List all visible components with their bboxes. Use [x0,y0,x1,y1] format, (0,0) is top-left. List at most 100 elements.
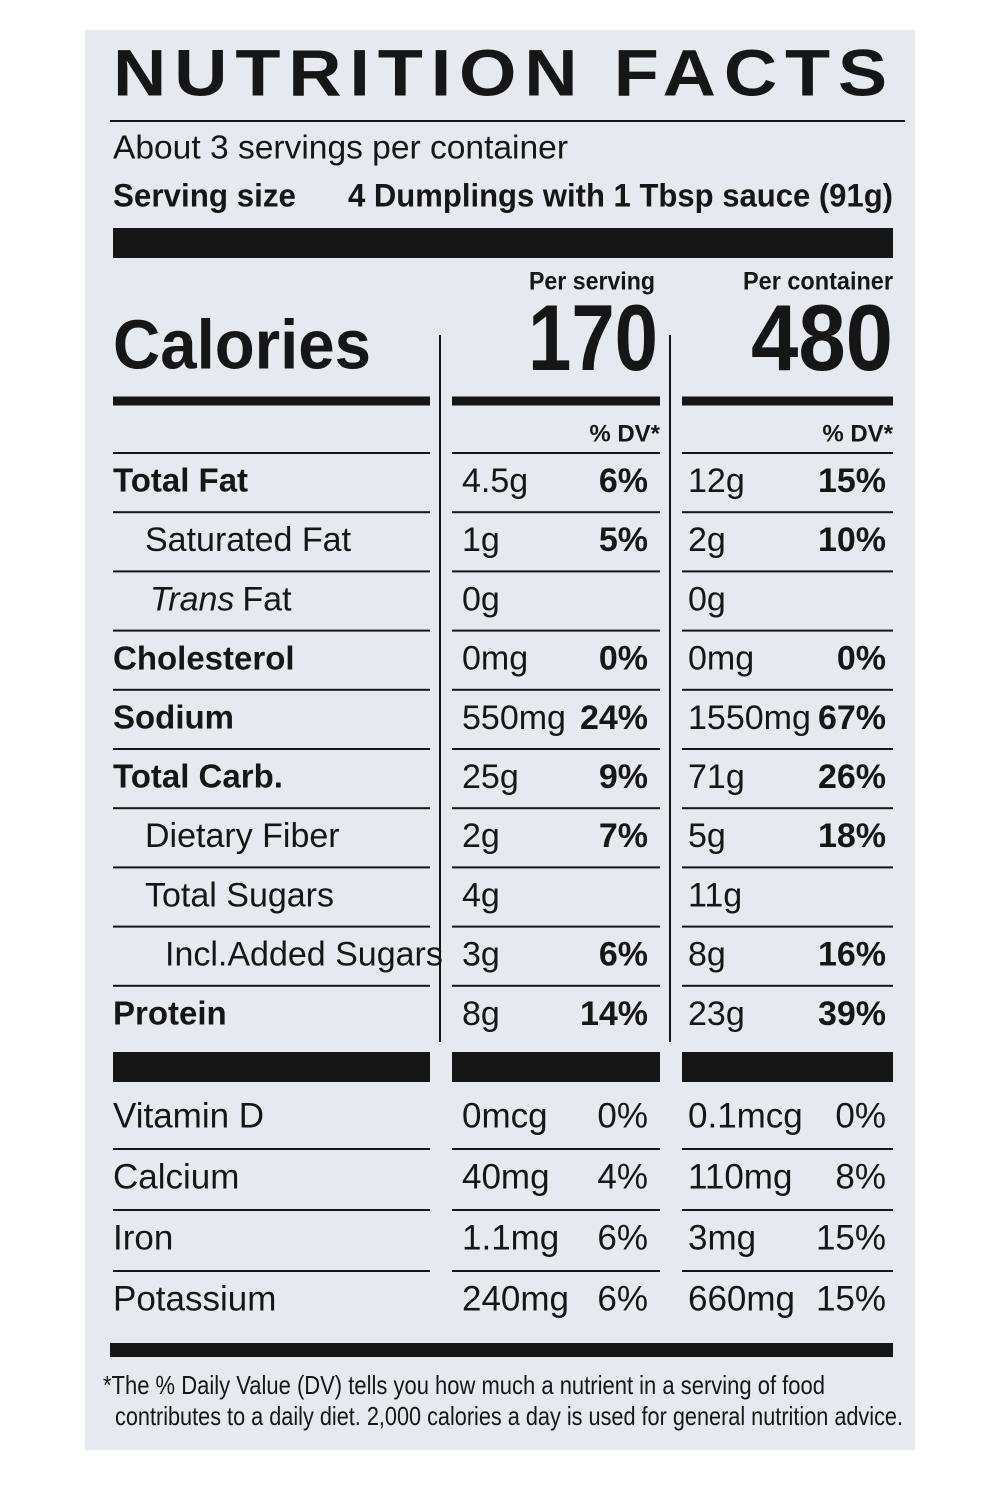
daily-value: 6% [597,1218,648,1257]
daily-value: 0% [599,640,648,678]
calories-value: 480 [751,285,893,390]
row-rule [452,984,660,987]
nutrient-label: Total Sugars [145,876,334,914]
row-rule [682,925,893,928]
amount: 25g [462,758,519,796]
amount: 40mg [462,1157,550,1196]
amount: 660mg [688,1279,795,1318]
daily-value: 15% [818,462,886,500]
row-rule [452,511,660,514]
row-rule [452,1209,660,1211]
row-rule [113,866,430,869]
daily-value: 4% [597,1157,648,1196]
nutrient-label-italic: Trans [150,580,234,618]
row-rule [682,688,893,691]
amount: 1g [462,521,500,559]
amount: 2g [688,521,726,559]
row-rule [682,570,893,573]
row-rule [113,1148,430,1150]
nutrient-label: Saturated Fat [145,521,352,559]
row-rule [113,748,430,750]
nutrient-label: Cholesterol [113,639,295,676]
daily-value: 6% [599,936,648,974]
vitamin-label: Calcium [113,1157,239,1196]
amount: 5g [688,817,726,855]
daily-value: 67% [818,699,886,737]
thick-bar [682,1052,893,1082]
row-rule [452,629,660,632]
row-rule [113,511,430,514]
amount: 0.1mcg [688,1096,803,1135]
amount: 0g [688,580,726,618]
amount: 12g [688,462,745,500]
thick-bar [113,1052,430,1082]
row-rule [682,452,893,454]
amount: 4g [462,876,500,914]
row-rule [113,984,430,987]
amount: 2g [462,817,500,855]
amount: 0mg [462,640,528,678]
row-rule [682,1270,893,1272]
daily-value: 14% [580,995,648,1033]
row-rule [682,807,893,810]
amount: 0mg [688,640,754,678]
thick-bar [110,1343,893,1357]
amount: 3g [462,936,500,974]
daily-value: 39% [818,995,886,1033]
row-rule [113,925,430,928]
amount: 1.1mg [462,1218,559,1257]
nutrient-label-text: Fat [242,580,292,618]
amount: 23g [688,995,745,1033]
calories-label: Calories [113,305,371,383]
amount: 8g [462,995,500,1033]
daily-value: 24% [580,699,648,737]
daily-value: 5% [599,521,648,559]
daily-value: 7% [599,817,648,855]
label-background [85,30,915,1450]
amount: 1550mg [688,699,811,737]
daily-value: 8% [835,1157,886,1196]
daily-value: 10% [818,521,886,559]
vitamin-label: Iron [113,1218,173,1257]
nutrient-label: Total Carb. [113,758,283,795]
serving-size-value: 4 Dumplings with 1 Tbsp sauce (91g) [348,177,893,213]
dv-header: % DV* [822,420,893,447]
column-header: Per container [743,268,893,296]
row-rule [452,452,660,454]
daily-value: 15% [816,1279,886,1318]
footnote: contributes to a daily diet. 2,000 calor… [115,1401,903,1431]
row-rule [452,807,660,810]
nutrient-label: Sodium [113,699,234,736]
row-rule [682,1148,893,1150]
row-rule [682,629,893,632]
calories-value: 170 [528,285,658,390]
row-rule [113,807,430,810]
column-header: Per serving [529,268,655,296]
row-rule [113,1270,430,1272]
amount: 3mg [688,1218,756,1257]
daily-value: 18% [818,817,886,855]
amount: 240mg [462,1279,569,1318]
row-rule [452,1270,660,1272]
daily-value: 6% [599,462,648,500]
daily-value: 26% [818,758,886,796]
dv-header: % DV* [589,420,660,447]
row-rule [113,629,430,632]
thick-bar [452,1052,660,1082]
servings: About 3 servings per container [113,129,568,166]
amount: 110mg [688,1157,792,1196]
serving-size-label: Serving size [113,177,296,213]
row-rule [452,1148,660,1150]
row-rule [452,748,660,750]
daily-value: 6% [597,1279,648,1318]
row-rule [113,452,430,454]
daily-value: 9% [599,758,648,796]
thick-bar [452,396,660,406]
row-rule [682,984,893,987]
row-rule [113,570,430,573]
row-rule [452,570,660,573]
row-rule [452,866,660,869]
amount: 4.5g [462,462,528,500]
nutrient-label: Dietary Fiber [145,817,340,855]
